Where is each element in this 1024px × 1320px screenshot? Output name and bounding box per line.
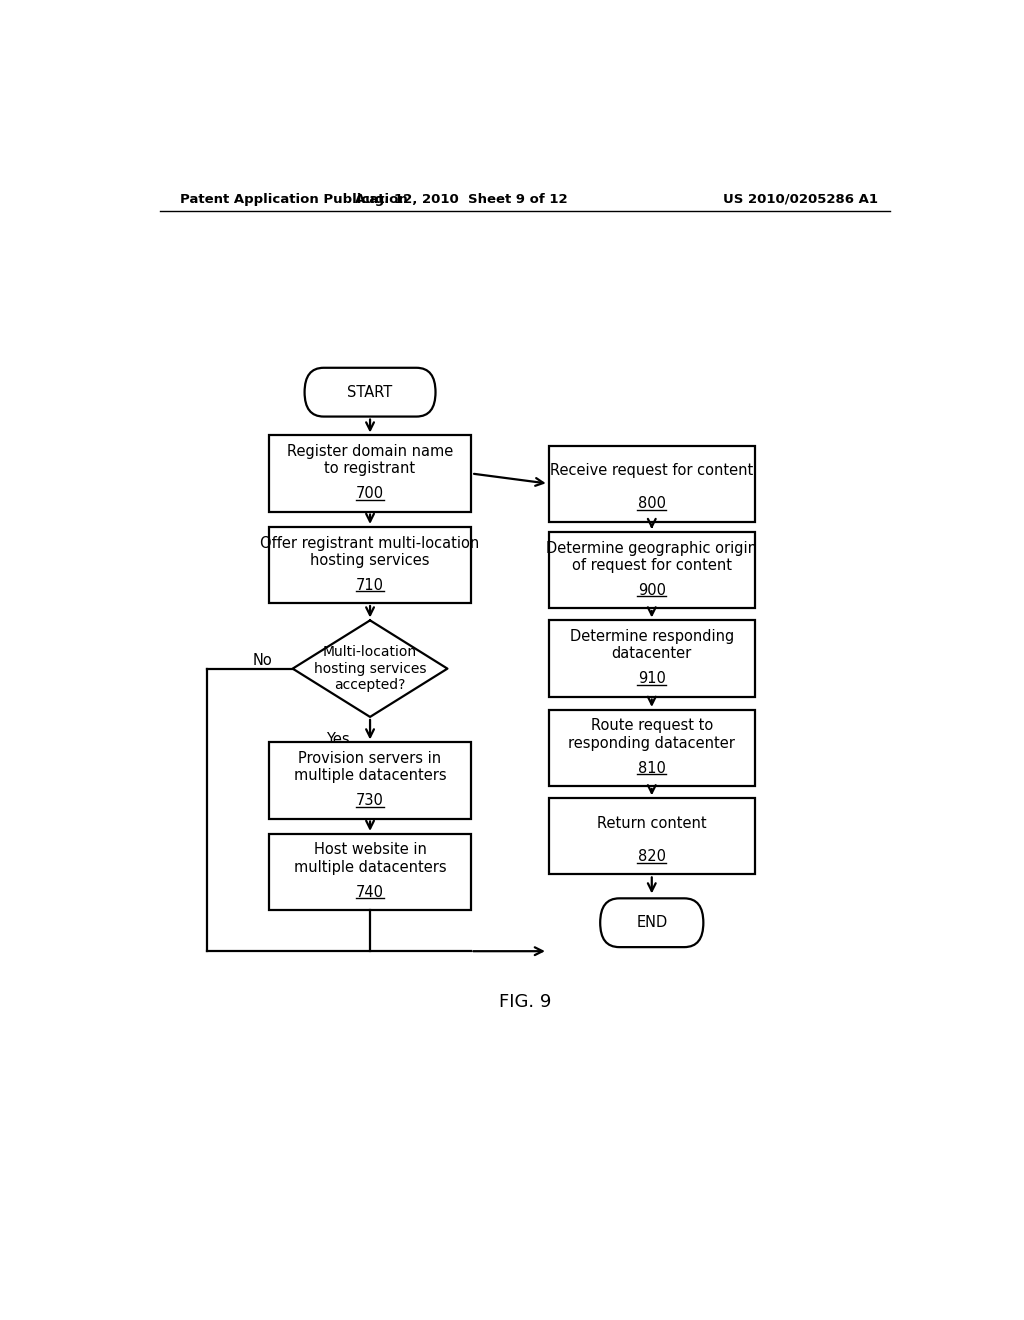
Text: 710: 710 — [356, 578, 384, 593]
Bar — [269, 436, 471, 512]
Text: Aug. 12, 2010  Sheet 9 of 12: Aug. 12, 2010 Sheet 9 of 12 — [355, 193, 567, 206]
Bar — [549, 799, 755, 874]
Text: Provision servers in
multiple datacenters: Provision servers in multiple datacenter… — [294, 751, 446, 784]
Text: END: END — [636, 915, 668, 931]
Text: FIG. 9: FIG. 9 — [499, 993, 551, 1011]
Text: Offer registrant multi-location
hosting services: Offer registrant multi-location hosting … — [260, 536, 479, 568]
Text: Return content: Return content — [597, 816, 707, 830]
Text: No: No — [253, 653, 272, 668]
Text: 910: 910 — [638, 672, 666, 686]
FancyBboxPatch shape — [600, 899, 703, 948]
Bar — [549, 446, 755, 521]
Text: Register domain name
to registrant: Register domain name to registrant — [287, 444, 454, 477]
Text: Multi-location
hosting services
accepted?: Multi-location hosting services accepted… — [313, 645, 426, 692]
Text: START: START — [347, 384, 392, 400]
Text: 740: 740 — [356, 884, 384, 900]
Bar — [269, 834, 471, 909]
Text: Receive request for content: Receive request for content — [550, 463, 754, 478]
Text: Determine responding
datacenter: Determine responding datacenter — [569, 630, 734, 661]
Bar — [269, 527, 471, 603]
Bar — [549, 532, 755, 609]
Text: Determine geographic origin
of request for content: Determine geographic origin of request f… — [546, 541, 758, 573]
Text: Host website in
multiple datacenters: Host website in multiple datacenters — [294, 842, 446, 875]
Text: 730: 730 — [356, 793, 384, 808]
Text: Yes: Yes — [327, 731, 350, 747]
Polygon shape — [293, 620, 447, 717]
Text: 900: 900 — [638, 583, 666, 598]
Text: 820: 820 — [638, 849, 666, 865]
Text: Route request to
responding datacenter: Route request to responding datacenter — [568, 718, 735, 751]
Text: 810: 810 — [638, 760, 666, 776]
Bar — [269, 742, 471, 818]
FancyBboxPatch shape — [304, 368, 435, 417]
Bar — [549, 620, 755, 697]
Text: 800: 800 — [638, 496, 666, 511]
Text: 700: 700 — [356, 486, 384, 502]
Bar — [549, 710, 755, 785]
Text: Patent Application Publication: Patent Application Publication — [179, 193, 408, 206]
Text: US 2010/0205286 A1: US 2010/0205286 A1 — [723, 193, 879, 206]
